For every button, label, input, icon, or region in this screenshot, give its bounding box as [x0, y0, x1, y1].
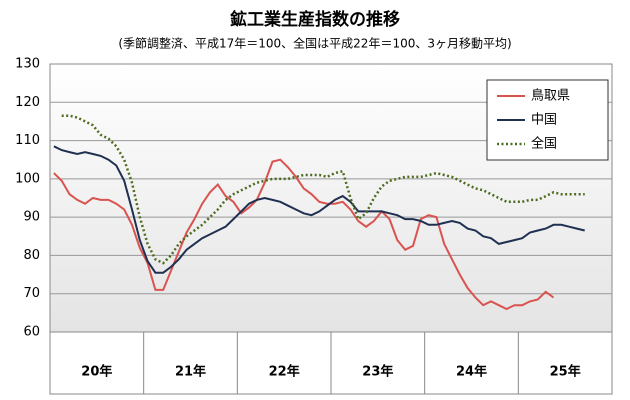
- chart-title: 鉱工業生産指数の推移: [230, 9, 400, 30]
- x-tick-label: 20年: [81, 364, 112, 380]
- chart-subtitle: (季節調整済、平成17年＝100、全国は平成22年＝100、3ヶ月移動平均): [118, 36, 511, 51]
- y-tick-label: 130: [15, 57, 40, 72]
- x-tick-label: 22年: [269, 364, 300, 380]
- y-tick-label: 120: [15, 95, 40, 110]
- legend-label: 鳥取県: [531, 89, 570, 104]
- y-tick-label: 80: [23, 248, 40, 263]
- y-tick-label: 70: [23, 286, 40, 301]
- series-line: [61, 114, 585, 265]
- y-tick-label: 60: [23, 325, 40, 340]
- x-tick-label: 21年: [175, 364, 206, 380]
- y-tick-label: 100: [15, 171, 40, 186]
- x-tick-label: 23年: [362, 364, 393, 380]
- series-line: [53, 145, 585, 274]
- x-tick-label: 25年: [550, 364, 581, 380]
- legend-label: 中国: [531, 113, 557, 128]
- legend-label: 全国: [531, 136, 557, 152]
- series-line: [53, 158, 555, 311]
- y-tick-label: 110: [15, 133, 40, 148]
- x-tick-label: 24年: [456, 364, 487, 380]
- y-tick-label: 90: [23, 210, 40, 225]
